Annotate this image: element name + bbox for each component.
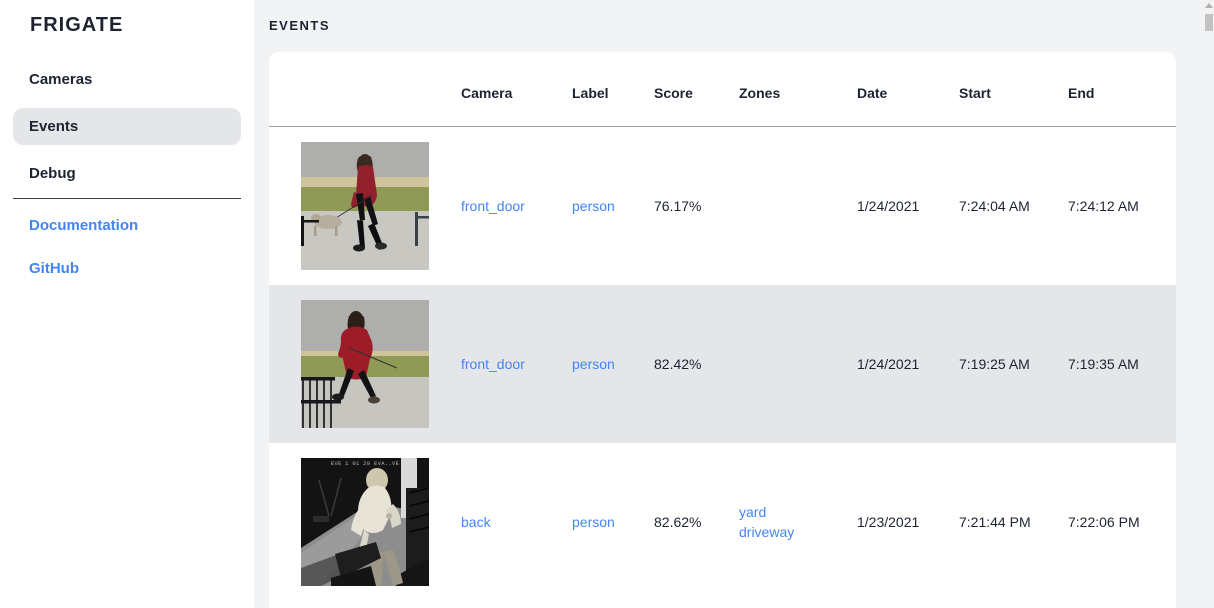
- svg-text:EVE 1 01 29 EVA..VE: EVE 1 01 29 EVA..VE: [331, 460, 400, 467]
